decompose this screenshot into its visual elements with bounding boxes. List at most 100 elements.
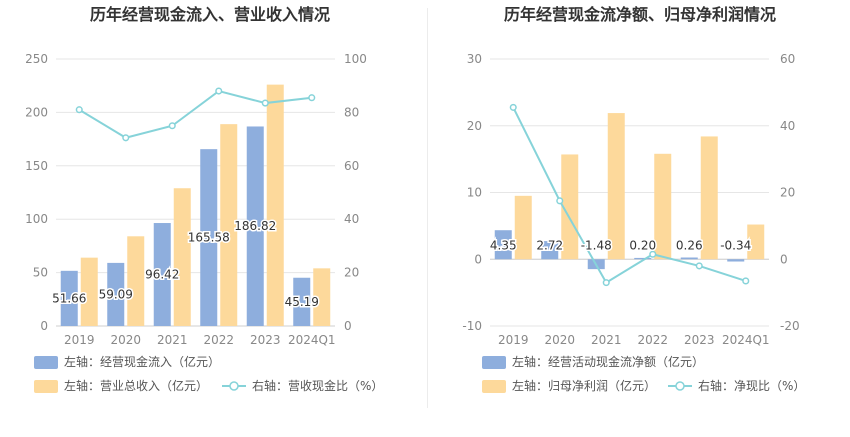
right-axis-tick: 0 <box>780 252 788 266</box>
ratio-line <box>78 89 312 139</box>
x-axis-tick: 2023 <box>684 333 715 347</box>
data-label: 0.26 <box>676 238 703 252</box>
ratio-point <box>168 122 176 130</box>
x-axis-tick: 2019 <box>498 333 529 347</box>
left-axis-tick: 100 <box>25 212 48 226</box>
x-axis-tick: 2021 <box>157 333 188 347</box>
left-axis-tick: 0 <box>40 319 48 333</box>
data-label: 45.19 <box>285 295 319 309</box>
legend-swatch <box>482 356 506 369</box>
bar-primary <box>246 126 264 326</box>
left-axis-tick: 150 <box>25 159 48 173</box>
ratio-point <box>261 99 269 107</box>
bar-primary <box>680 257 698 260</box>
chart-title: 历年经营现金流净额、归母净利润情况 <box>504 5 776 24</box>
legend-label: 左轴：经营活动现金流净额（亿元） <box>512 354 704 369</box>
legend-swatch <box>34 356 58 369</box>
right-axis-tick: 40 <box>780 119 795 133</box>
data-label: -0.34 <box>720 238 751 252</box>
bar-secondary <box>220 124 238 326</box>
x-axis-tick: 2020 <box>110 333 141 347</box>
bar-secondary <box>561 154 579 260</box>
net-cashflow-profit-chart: 历年经营现金流净额、归母净利润情况 -10 0 10 20 30 -20 0 20 40 60 201… <box>462 5 805 393</box>
right-axis-tick: 60 <box>344 159 359 173</box>
right-axis-tick: 60 <box>780 52 795 66</box>
data-label: -1.48 <box>581 238 612 252</box>
bar-primary <box>153 223 171 326</box>
legend-line-marker <box>675 381 685 391</box>
right-axis-tick: 40 <box>344 212 359 226</box>
panel-divider <box>427 8 428 408</box>
legend-label: 右轴：营收现金比（%） <box>252 378 383 393</box>
data-label: 96.42 <box>145 268 179 282</box>
data-label: 51.66 <box>52 291 86 305</box>
ratio-point <box>75 106 83 114</box>
ratio-point <box>215 87 223 95</box>
ratio-point <box>556 197 564 205</box>
bar-primary <box>200 149 218 326</box>
legend-swatch <box>34 380 58 393</box>
right-axis-tick: 0 <box>344 319 352 333</box>
left-axis-tick: 50 <box>33 266 48 280</box>
x-axis-tick: 2022 <box>203 333 234 347</box>
bar-primary <box>634 257 652 260</box>
bar-secondary <box>127 236 145 326</box>
left-axis-tick: 250 <box>25 52 48 66</box>
ratio-point <box>602 279 610 287</box>
right-axis-tick: 100 <box>344 52 367 66</box>
data-label: 165.58 <box>188 231 230 245</box>
bar-primary <box>60 270 78 326</box>
left-axis-tick: 10 <box>467 186 482 200</box>
x-axis-tick: 2022 <box>637 333 668 347</box>
right-axis-tick: 20 <box>344 266 359 280</box>
data-label: 4.35 <box>490 238 517 252</box>
bar-secondary <box>80 257 98 326</box>
x-axis-tick: 2020 <box>544 333 575 347</box>
data-label: 186.82 <box>234 219 276 233</box>
cash-inflow-revenue-chart: 历年经营现金流入、营业收入情况 0 50 100 150 200 250 0 20 40 60 80 1… <box>25 5 383 393</box>
left-axis-tick: 200 <box>25 105 48 119</box>
ratio-point <box>742 277 750 285</box>
x-axis-tick: 2024Q1 <box>288 333 336 347</box>
chart-title: 历年经营现金流入、营业收入情况 <box>90 5 330 24</box>
bar-primary <box>727 259 745 262</box>
ratio-point <box>695 262 703 270</box>
left-axis-tick: 20 <box>467 119 482 133</box>
legend-label: 左轴：经营现金流入（亿元） <box>64 354 220 369</box>
ratio-point <box>308 94 316 102</box>
bar-secondary <box>173 188 191 326</box>
bar-secondary <box>514 195 532 260</box>
data-label: 59.09 <box>99 287 133 301</box>
bar-secondary <box>607 113 625 260</box>
ratio-point <box>509 103 517 111</box>
left-axis-tick: -10 <box>462 319 482 333</box>
bar-primary <box>293 277 311 326</box>
bar-secondary <box>266 84 284 326</box>
right-axis-tick: -20 <box>780 319 800 333</box>
legend-label: 右轴：净现比（%） <box>698 378 805 393</box>
x-axis-tick: 2023 <box>250 333 281 347</box>
bar-primary <box>494 230 512 260</box>
bar-primary <box>541 241 559 260</box>
ratio-line <box>512 106 747 285</box>
left-axis-tick: 0 <box>474 252 482 266</box>
right-axis-tick: 20 <box>780 186 795 200</box>
data-label: 2.72 <box>536 238 563 252</box>
bar-secondary <box>747 224 765 260</box>
left-axis-tick: 30 <box>467 52 482 66</box>
legend-swatch <box>482 380 506 393</box>
bar-primary <box>107 262 125 326</box>
right-axis-tick: 80 <box>344 105 359 119</box>
bar-secondary <box>700 136 718 260</box>
legend-label: 左轴：归母净利润（亿元） <box>512 378 656 393</box>
ratio-point <box>649 250 657 258</box>
legend-line-marker <box>229 381 239 391</box>
data-label: 0.20 <box>629 238 656 252</box>
x-axis-tick: 2024Q1 <box>722 333 770 347</box>
x-axis-tick: 2021 <box>591 333 622 347</box>
bar-secondary <box>654 153 672 260</box>
ratio-point <box>122 134 130 142</box>
legend-label: 左轴：营业总收入（亿元） <box>64 378 208 393</box>
x-axis-tick: 2019 <box>64 333 95 347</box>
